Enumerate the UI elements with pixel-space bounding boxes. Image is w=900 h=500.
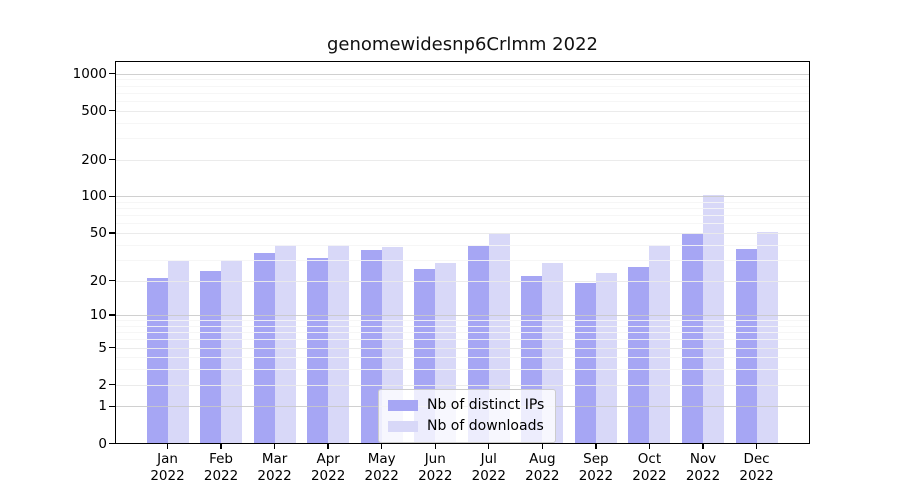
x-tick-mark — [166, 444, 169, 449]
tick-gridline — [115, 280, 810, 282]
y-tick-mark — [109, 314, 115, 316]
legend-item-downloads: Nb of downloads — [388, 418, 544, 434]
x-tick-label: Oct 2022 — [632, 451, 667, 484]
minor-gridline — [115, 122, 810, 124]
bar-downloads — [595, 273, 617, 444]
minor-gridline — [115, 320, 810, 322]
tick-gridline — [115, 384, 810, 386]
bar-distinct-ips — [628, 267, 650, 444]
x-tick-label: Feb 2022 — [203, 451, 239, 484]
y-tick-label: 200 — [81, 151, 107, 168]
legend-swatch-distinct-ips — [388, 399, 418, 411]
x-tick-label: Aug 2022 — [525, 451, 560, 484]
legend-label-downloads: Nb of downloads — [427, 418, 544, 434]
x-tick-label: May 2022 — [364, 451, 399, 484]
x-tick-mark — [595, 444, 597, 449]
y-tick-mark — [109, 195, 115, 198]
y-tick-label: 5 — [98, 339, 107, 356]
minor-gridline — [115, 202, 810, 204]
x-tick-mark — [488, 444, 490, 449]
y-tick-mark — [109, 158, 115, 161]
minor-gridline — [115, 208, 810, 210]
x-tick-mark — [381, 444, 383, 449]
minor-gridline — [115, 100, 810, 102]
x-tick-label: Mar 2022 — [257, 451, 292, 484]
minor-gridline — [115, 325, 810, 327]
y-tick-label: 2 — [98, 376, 107, 393]
x-tick-mark — [648, 444, 651, 449]
y-tick-label: 20 — [89, 272, 107, 289]
x-tick-label: Jun 2022 — [418, 451, 453, 484]
bar-downloads — [649, 244, 671, 444]
bar-distinct-ips — [146, 278, 168, 444]
plot-area — [115, 61, 810, 444]
tick-gridline — [115, 347, 810, 349]
x-tick-label: Dec 2022 — [739, 451, 774, 484]
minor-gridline — [115, 223, 810, 225]
bar-downloads — [756, 232, 778, 444]
y-tick-mark — [109, 279, 115, 282]
x-tick-label: Nov 2022 — [685, 451, 721, 484]
minor-gridline — [115, 79, 810, 81]
tick-gridline — [115, 233, 810, 235]
x-tick-mark — [702, 444, 704, 449]
x-tick-mark — [755, 444, 758, 449]
bar-distinct-ips — [360, 250, 382, 444]
minor-gridline — [115, 137, 810, 139]
x-tick-mark — [273, 444, 276, 449]
y-tick-label: 100 — [81, 188, 107, 205]
bar-downloads — [328, 244, 350, 444]
y-tick-mark — [109, 110, 115, 112]
x-tick-mark — [434, 444, 436, 449]
x-tick-label: Jul 2022 — [471, 451, 506, 484]
bar-distinct-ips — [735, 248, 757, 444]
minor-gridline — [115, 259, 810, 261]
minor-gridline — [115, 369, 810, 371]
legend-swatch-downloads — [388, 420, 418, 432]
bar-downloads — [274, 244, 296, 444]
x-tick-mark — [327, 444, 329, 449]
y-tick-label: 1000 — [72, 65, 107, 82]
major-gridline — [115, 73, 810, 75]
minor-gridline — [115, 244, 810, 246]
y-tick-label: 50 — [89, 225, 107, 242]
legend: Nb of distinct IPs Nb of downloads — [378, 389, 557, 443]
bar-downloads — [703, 195, 724, 444]
y-tick-label: 500 — [81, 102, 107, 119]
y-tick-label: 0 — [98, 435, 107, 452]
x-tick-label: Jan 2022 — [150, 451, 185, 484]
y-tick-mark — [109, 232, 115, 234]
y-tick-label: 1 — [98, 398, 107, 415]
x-tick-label: Apr 2022 — [310, 451, 346, 484]
legend-label-distinct-ips: Nb of distinct IPs — [427, 397, 545, 413]
minor-gridline — [115, 332, 810, 334]
major-gridline — [115, 196, 810, 198]
y-tick-mark — [109, 442, 115, 445]
y-tick-label: 10 — [89, 307, 107, 324]
minor-gridline — [115, 357, 810, 359]
tick-gridline — [115, 159, 810, 161]
bar-downloads — [167, 261, 189, 444]
minor-gridline — [115, 92, 810, 94]
chart-title: genomewidesnp6Crlmm 2022 — [327, 34, 598, 55]
x-tick-label: Sep 2022 — [578, 451, 614, 484]
minor-gridline — [115, 339, 810, 341]
y-tick-mark — [109, 405, 115, 408]
y-tick-mark — [109, 72, 115, 75]
bar-distinct-ips — [682, 234, 703, 444]
bar-distinct-ips — [307, 258, 329, 444]
minor-gridline — [115, 215, 810, 217]
bar-distinct-ips — [574, 283, 596, 444]
legend-item-distinct-ips: Nb of distinct IPs — [388, 397, 544, 413]
bar-downloads — [221, 259, 243, 444]
tick-gridline — [115, 110, 810, 112]
major-gridline — [115, 315, 810, 317]
minor-gridline — [115, 85, 810, 87]
y-tick-mark — [109, 346, 115, 349]
x-tick-mark — [541, 444, 544, 449]
y-tick-mark — [109, 384, 115, 386]
x-tick-mark — [220, 444, 222, 449]
